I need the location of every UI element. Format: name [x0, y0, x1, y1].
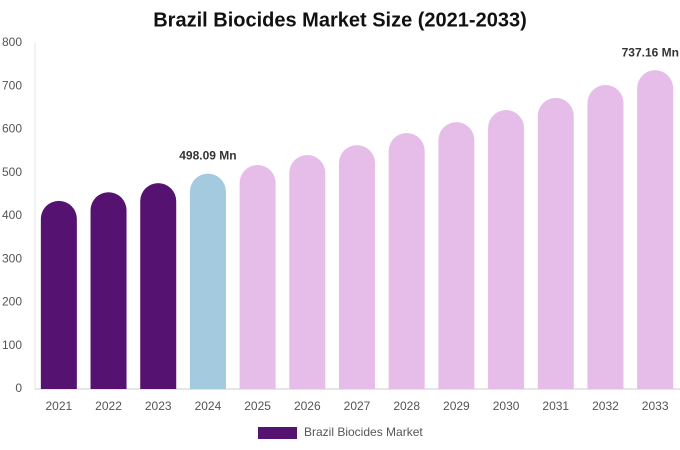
bar: [189, 173, 226, 389]
x-tick-label: 2028: [393, 399, 420, 413]
bar: [140, 183, 177, 389]
data-label: 737.16 Mn: [622, 45, 679, 59]
y-tick-label: 100: [2, 338, 22, 352]
x-tick-label: 2021: [45, 399, 72, 413]
x-tick-label: 2027: [344, 399, 371, 413]
x-tick-label: 2026: [294, 399, 321, 413]
bar: [239, 164, 276, 389]
y-tick-label: 800: [2, 35, 22, 49]
x-tick-label: 2024: [195, 399, 222, 413]
x-tick-label: 2030: [493, 399, 520, 413]
bar: [537, 97, 574, 390]
x-tick-label: 2029: [443, 399, 470, 413]
bar: [438, 122, 475, 389]
data-label: 498.09 Mn: [179, 149, 236, 163]
x-tick-label: 2023: [145, 399, 172, 413]
x-tick-label: 2022: [95, 399, 122, 413]
y-tick-label: 700: [2, 78, 22, 92]
y-tick-label: 300: [2, 251, 22, 265]
bar: [587, 84, 624, 389]
bar: [637, 70, 674, 389]
x-tick-label: 2031: [542, 399, 569, 413]
bar: [90, 192, 127, 389]
bar: [339, 145, 375, 389]
legend-label: Brazil Biocides Market: [304, 425, 423, 439]
bar: [40, 200, 77, 389]
y-tick-label: 400: [2, 208, 22, 222]
y-tick-label: 600: [2, 122, 22, 136]
legend-swatch: [258, 427, 297, 439]
x-tick-label: 2032: [592, 399, 619, 413]
x-tick-label: 2025: [244, 399, 271, 413]
bar: [388, 132, 425, 389]
x-tick-label: 2033: [642, 399, 669, 413]
bar: [289, 155, 326, 389]
bar: [488, 110, 525, 389]
y-tick-label: 500: [2, 165, 22, 179]
y-tick-label: 200: [2, 295, 22, 309]
y-tick-label: 0: [15, 381, 22, 395]
chart-title: Brazil Biocides Market Size (2021-2033): [153, 9, 527, 31]
